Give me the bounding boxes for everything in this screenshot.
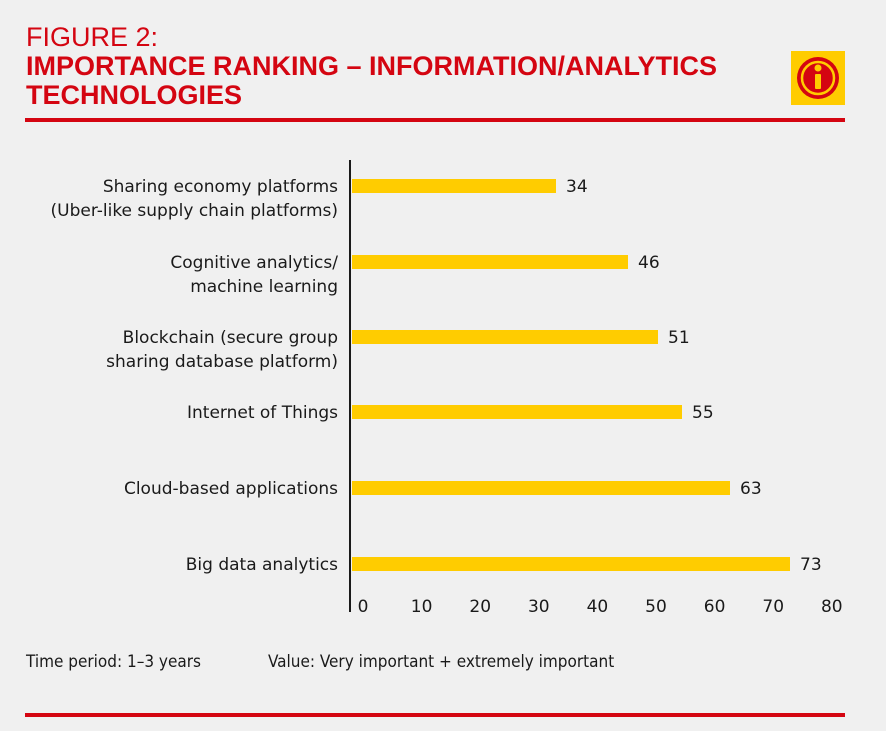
data-label: 55 bbox=[692, 403, 714, 423]
category-label: Big data analytics bbox=[186, 555, 338, 575]
bar bbox=[352, 179, 556, 193]
x-tick-label: 20 bbox=[469, 597, 491, 617]
data-label: 63 bbox=[740, 479, 762, 499]
bar bbox=[352, 557, 790, 571]
category-label: (Uber-like supply chain platforms) bbox=[51, 201, 338, 221]
category-label: Blockchain (secure group bbox=[123, 328, 338, 348]
value-note: Value: Very important + extremely import… bbox=[268, 652, 615, 672]
top-rule bbox=[25, 118, 845, 122]
bar bbox=[352, 405, 682, 419]
x-tick-label: 80 bbox=[821, 597, 843, 617]
figure-label: FIGURE 2: bbox=[26, 22, 159, 52]
time-period-note: Time period: 1–3 years bbox=[26, 652, 202, 672]
data-label: 73 bbox=[800, 555, 822, 575]
x-tick-label: 60 bbox=[704, 597, 726, 617]
category-label: Cognitive analytics/ bbox=[170, 253, 338, 273]
x-tick-label: 40 bbox=[587, 597, 609, 617]
bar bbox=[352, 330, 658, 344]
x-tick-label: 0 bbox=[358, 597, 369, 617]
data-label: 34 bbox=[566, 177, 588, 197]
x-tick-label: 50 bbox=[645, 597, 667, 617]
x-tick-label: 70 bbox=[762, 597, 784, 617]
bar bbox=[352, 255, 628, 269]
chart-title: IMPORTANCE RANKING – INFORMATION/ANALYTI… bbox=[26, 51, 718, 110]
x-tick-label: 10 bbox=[411, 597, 433, 617]
x-tick-label: 30 bbox=[528, 597, 550, 617]
data-label: 51 bbox=[668, 328, 690, 348]
info-icon bbox=[791, 51, 845, 105]
bottom-rule bbox=[25, 713, 845, 717]
data-label: 46 bbox=[638, 253, 660, 273]
category-label: Cloud-based applications bbox=[124, 479, 338, 499]
bar bbox=[352, 481, 730, 495]
category-label: Internet of Things bbox=[187, 403, 338, 423]
category-label: sharing database platform) bbox=[106, 352, 338, 372]
category-label: Sharing economy platforms bbox=[103, 177, 338, 197]
category-label: machine learning bbox=[190, 277, 338, 297]
